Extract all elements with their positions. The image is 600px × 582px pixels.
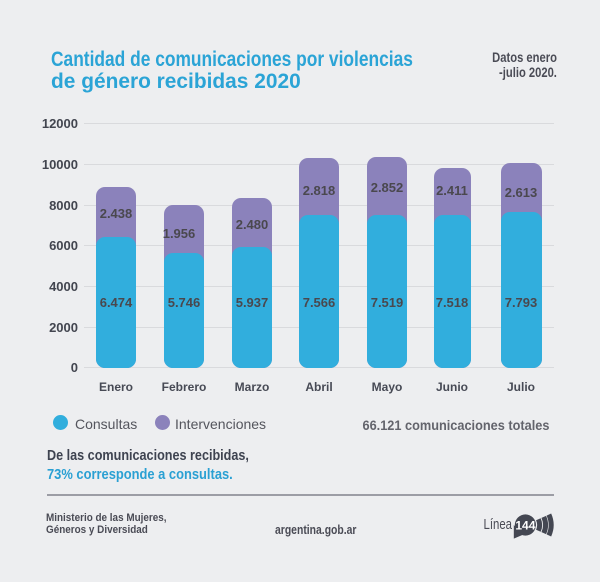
svg-text:Línea: Línea (484, 516, 513, 533)
svg-text:144: 144 (515, 519, 535, 533)
